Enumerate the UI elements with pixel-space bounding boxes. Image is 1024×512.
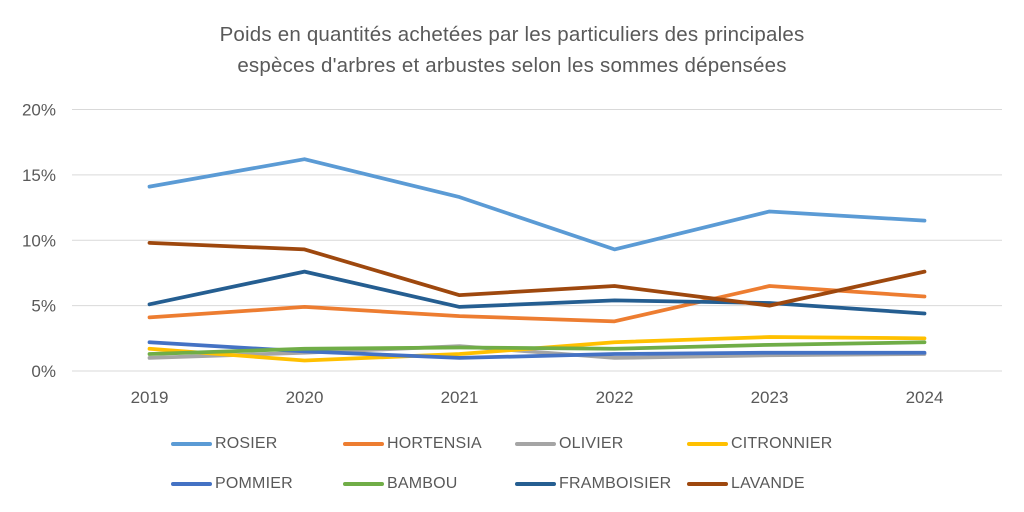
x-axis-label: 2024 [906, 388, 944, 407]
y-axis-label: 10% [22, 231, 56, 250]
chart-title-line2: espèces d'arbres et arbustes selon les s… [237, 54, 787, 77]
x-axis-label: 2022 [596, 388, 634, 407]
chart-title: Poids en quantités achetées par les part… [0, 19, 1024, 81]
y-axis-label: 15% [22, 166, 56, 185]
series-line-lavande [147, 240, 927, 308]
series-line-hortensia [147, 284, 927, 324]
series-line-framboisier [147, 269, 927, 316]
x-axis-label: 2023 [751, 388, 789, 407]
chart-title-line1: Poids en quantités achetées par les part… [219, 23, 805, 46]
series-line-rosier [147, 157, 927, 252]
y-axis-label: 0% [31, 362, 56, 381]
series-line-olivier [147, 344, 927, 360]
x-axis-label: 2021 [441, 388, 479, 407]
x-axis-label: 2019 [131, 388, 169, 407]
y-axis-label: 5% [31, 297, 56, 316]
series-line-bambou [147, 340, 927, 356]
x-axis-label: 2020 [286, 388, 324, 407]
y-axis-label: 20% [22, 101, 56, 120]
